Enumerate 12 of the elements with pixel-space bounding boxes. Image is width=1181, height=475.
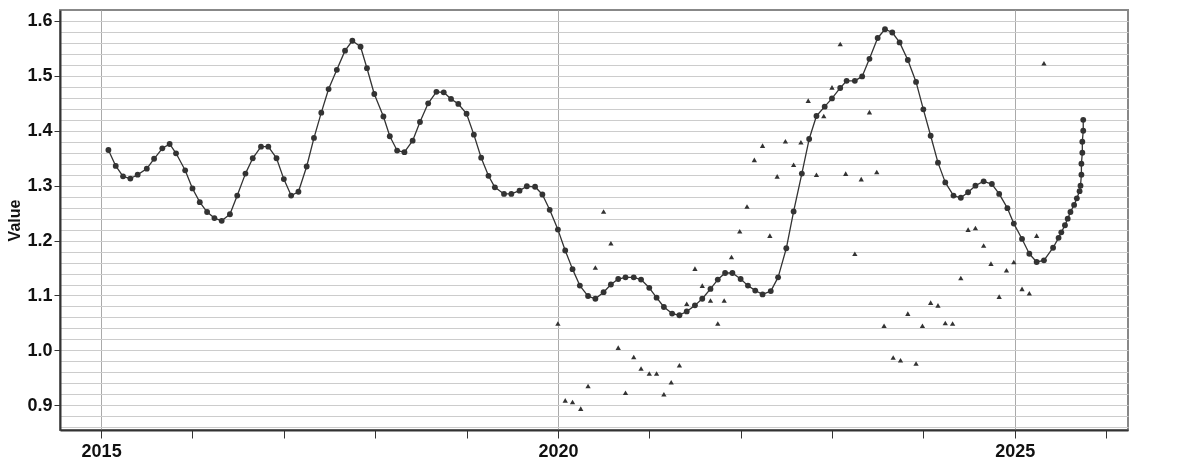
y-tick-label: 0.9 xyxy=(27,394,53,415)
y-tick-label: 1.6 xyxy=(27,10,53,31)
y-tick-label: 1.1 xyxy=(27,284,53,305)
y-tick-label: 1.2 xyxy=(27,230,53,251)
x-tick-label: 2015 xyxy=(81,440,122,461)
y-tick-label: 1.0 xyxy=(27,339,53,360)
y-axis-title: Value xyxy=(6,199,24,242)
x-tick-label: 2020 xyxy=(538,440,579,461)
x-tick-label: 2025 xyxy=(995,440,1036,461)
y-tick-label: 1.5 xyxy=(27,65,53,86)
y-tick-label: 1.3 xyxy=(27,175,53,196)
y-tick-label: 1.4 xyxy=(27,120,53,141)
